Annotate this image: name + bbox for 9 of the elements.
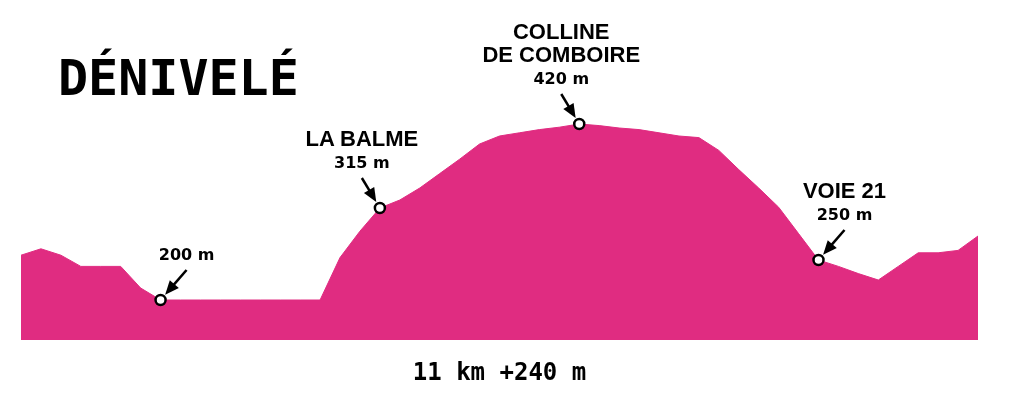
x-axis-title: 11 km +240 m (412, 358, 587, 386)
annotation: VOIE 21 (802, 178, 887, 203)
data-label: 315 m (334, 153, 390, 172)
annotation: LA BALME (305, 126, 419, 151)
chart-title: DÉNIVELÉ (58, 48, 299, 107)
text: COLLINE DE COMBOIRE (482, 19, 641, 67)
data-label: 420 m (533, 69, 590, 88)
data-label: 200 m (158, 245, 215, 264)
data-label: 250 m (816, 205, 873, 224)
